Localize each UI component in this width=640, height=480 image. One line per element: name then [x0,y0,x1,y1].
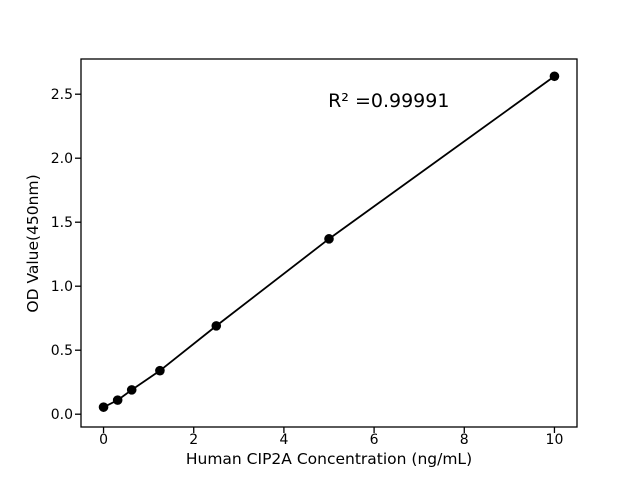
y-tick-label: 1.5 [51,215,73,231]
x-axis-label: Human CIP2A Concentration (ng/mL) [186,450,472,468]
data-point [211,321,222,331]
data-point [155,365,165,376]
x-tick-label: 6 [370,432,379,448]
data-point [549,71,560,82]
y-tick-label: 1.0 [51,279,73,295]
data-point [324,234,334,244]
data-point [112,395,123,405]
data-point [126,385,137,395]
x-tick-label: 4 [279,432,288,448]
x-tick-label: 2 [189,432,198,448]
x-tick-label: 10 [546,432,564,448]
y-tick-label: 2.0 [51,151,73,167]
r-squared-annotation: R² =0.99991 [328,90,449,112]
x-tick-label: 8 [460,432,469,448]
y-axis-label: OD Value(450nm) [24,174,42,312]
axes-box [80,58,578,428]
data-point [98,402,109,412]
y-tick-label: 0.5 [51,343,73,359]
plot-area: 0 2 4 6 8 10 0.0 0.5 1.0 1.5 2.0 2.5 [51,58,578,448]
y-tick-label: 2.5 [51,87,73,103]
y-tick-label: 0.0 [51,407,73,423]
x-tick-label: 0 [99,432,108,448]
